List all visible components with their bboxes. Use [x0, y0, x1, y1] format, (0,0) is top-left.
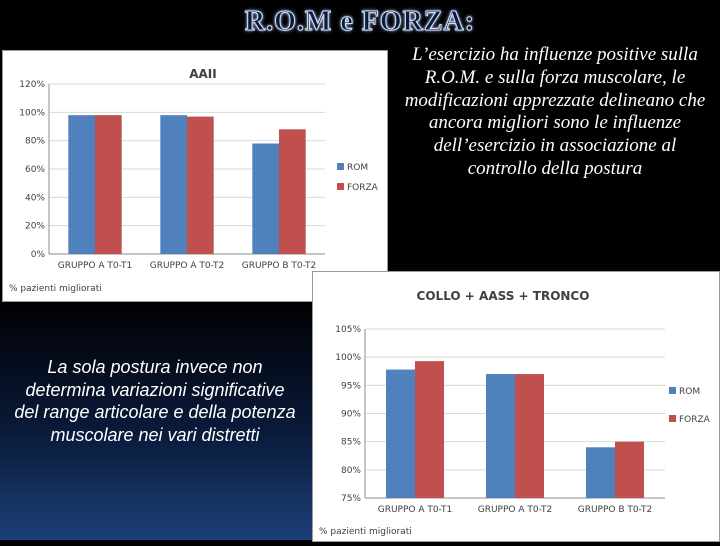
y-tick-label: 95%	[341, 381, 361, 391]
chart-collo-aass-tronco: COLLO + AASS + TRONCO 75% 80% 85% 90% 95% 100%…	[312, 271, 720, 542]
chart-aaii: AAII 0% 20% 40% 60% 80% 100% 120% GRUPPO A T0-T1…	[2, 50, 388, 302]
y-tick-label: 80%	[25, 137, 45, 147]
x-axis-label: % pazienti migliorati	[9, 284, 102, 294]
chart-title: COLLO + AASS + TRONCO	[417, 289, 590, 303]
x-axis-label: % pazienti migliorati	[319, 527, 412, 537]
bar-rom	[68, 115, 95, 255]
legend-swatch-forza	[337, 183, 344, 190]
bar-forza	[515, 374, 544, 498]
y-tick-label: 0%	[31, 250, 46, 260]
y-tick-label: 105%	[335, 325, 361, 335]
x-category-label: GRUPPO A T0-T1	[378, 505, 453, 515]
x-category-label: GRUPPO A T0-T2	[150, 261, 225, 271]
bar-forza	[95, 115, 122, 255]
bar-forza	[615, 441, 644, 498]
y-tick-label: 100%	[19, 108, 45, 118]
bar-rom	[252, 143, 279, 254]
chart-aaii-svg: AAII 0% 20% 40% 60% 80% 100% 120% GRUPPO A T0-T1…	[9, 67, 379, 294]
bar-forza	[187, 116, 214, 254]
y-tick-label: 85%	[341, 438, 361, 448]
x-category-label: GRUPPO B T0-T2	[578, 505, 653, 515]
x-category-label: GRUPPO B T0-T2	[242, 261, 317, 271]
chart-title: AAII	[189, 67, 217, 81]
legend-label-rom: ROM	[347, 163, 368, 173]
slide-title: R.O.M e FORZA:	[244, 6, 476, 38]
y-tick-label: 40%	[25, 193, 45, 203]
left-description-text: La sola postura invece non determina var…	[14, 357, 296, 445]
legend-label-forza: FORZA	[347, 183, 379, 193]
x-category-label: GRUPPO A T0-T2	[478, 505, 553, 515]
legend-swatch-rom	[337, 163, 344, 170]
x-category-label: GRUPPO A T0-T1	[58, 261, 133, 271]
bar-forza	[279, 129, 306, 254]
legend-swatch-forza	[669, 415, 676, 422]
legend-label-rom: ROM	[679, 387, 700, 397]
bar-rom	[486, 374, 515, 498]
y-tick-label: 100%	[335, 353, 361, 363]
y-tick-label: 80%	[341, 466, 361, 476]
y-tick-label: 20%	[25, 222, 45, 232]
y-tick-label: 75%	[341, 494, 361, 504]
legend-swatch-rom	[669, 387, 676, 394]
right-description-text: L’esercizio ha influenze positive sulla …	[404, 44, 706, 179]
y-tick-label: 120%	[19, 80, 45, 90]
chart-collo-aass-tronco-svg: COLLO + AASS + TRONCO 75% 80% 85% 90% 95% 100%…	[319, 289, 711, 537]
y-tick-label: 90%	[341, 410, 361, 420]
bar-rom	[586, 447, 615, 498]
legend-label-forza: FORZA	[679, 415, 711, 425]
bar-rom	[160, 115, 187, 255]
y-tick-label: 60%	[25, 165, 45, 175]
bar-rom	[386, 369, 415, 498]
bar-forza	[415, 361, 444, 498]
